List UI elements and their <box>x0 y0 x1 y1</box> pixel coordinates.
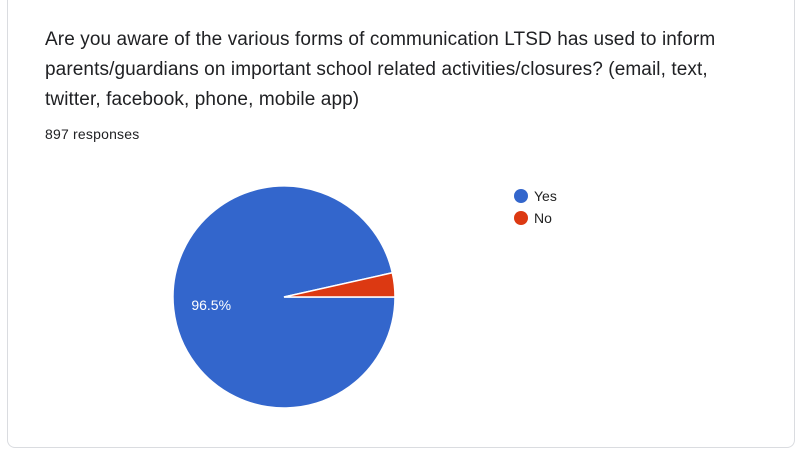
legend-item-yes[interactable]: Yes <box>514 185 557 207</box>
question-card: Are you aware of the various forms of co… <box>7 0 795 448</box>
response-count: 897 responses <box>45 126 140 142</box>
legend-label-yes: Yes <box>534 188 557 204</box>
pie-labels: 96.5% <box>191 297 231 313</box>
chart-legend: Yes No <box>514 185 557 229</box>
legend-label-no: No <box>534 210 552 226</box>
pie-data-label-yes: 96.5% <box>191 297 231 313</box>
question-title: Are you aware of the various forms of co… <box>45 29 716 110</box>
legend-item-no[interactable]: No <box>514 207 557 229</box>
legend-swatch-yes <box>514 189 528 203</box>
pie-slices <box>172 185 396 409</box>
legend-swatch-no <box>514 211 528 225</box>
pie-slice-no[interactable] <box>283 271 396 298</box>
